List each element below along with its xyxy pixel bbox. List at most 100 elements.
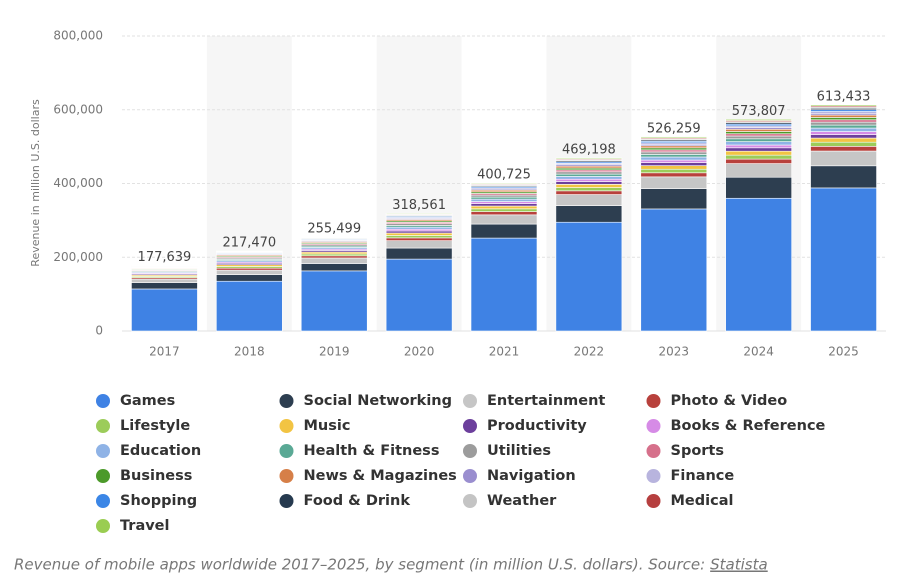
legend-marker xyxy=(646,494,661,508)
bar-segment xyxy=(640,162,708,166)
bar-segment xyxy=(810,127,877,132)
bar-segment xyxy=(640,149,708,153)
bar-segment xyxy=(725,176,792,199)
bar-segment xyxy=(385,213,453,215)
bar-segment xyxy=(725,158,792,164)
legend-label: Navigation xyxy=(487,468,576,484)
legend-marker xyxy=(279,494,294,508)
legend-label: Photo & Video xyxy=(671,393,788,409)
legend-marker xyxy=(463,394,477,408)
x-tick-label: 2023 xyxy=(659,345,690,359)
bar-segment xyxy=(555,184,623,188)
bar-segment xyxy=(725,119,792,121)
bar-segment xyxy=(810,121,877,126)
bar-segment xyxy=(810,119,877,123)
bar-segment xyxy=(555,205,623,223)
bar-segment xyxy=(640,151,708,155)
total-label: 400,725 xyxy=(477,168,531,183)
bar-segment xyxy=(810,150,877,167)
bar-segment xyxy=(555,221,623,332)
legend-label: Games xyxy=(120,393,175,409)
legend-marker xyxy=(463,469,477,483)
bar-segment xyxy=(385,232,453,236)
legend-label: Medical xyxy=(671,493,734,509)
total-label: 217,470 xyxy=(222,235,276,250)
bar-segment xyxy=(300,270,368,332)
legend-label: Productivity xyxy=(487,418,587,434)
bar-segment xyxy=(131,288,198,332)
legend-marker xyxy=(463,494,477,508)
total-label: 255,499 xyxy=(307,221,361,236)
total-label: 613,433 xyxy=(817,89,871,104)
legend-label: Education xyxy=(120,443,201,459)
legend-marker xyxy=(96,519,110,533)
bar-segment xyxy=(470,237,538,332)
bar-segment xyxy=(385,247,453,260)
bar-segment xyxy=(470,211,538,216)
bar-segment xyxy=(470,194,538,198)
legend-label: Health & Fitness xyxy=(304,443,440,459)
bar-segment xyxy=(470,203,538,207)
bar-segment xyxy=(810,134,877,139)
bar-segment xyxy=(555,171,623,175)
legend-label: Social Networking xyxy=(304,393,453,409)
legend-label: Food & Drink xyxy=(304,493,411,509)
bar-segment xyxy=(810,137,877,143)
total-label: 573,807 xyxy=(732,104,786,119)
bar-segment xyxy=(810,146,877,152)
bar-segment xyxy=(640,165,708,170)
legend-label: Business xyxy=(120,468,192,484)
bar-segment xyxy=(640,145,708,149)
legend-label: Weather xyxy=(487,493,557,509)
y-tick-label: 600,000 xyxy=(53,102,103,116)
x-tick-label: 2017 xyxy=(149,345,180,359)
source-link[interactable]: Statista xyxy=(710,556,768,574)
total-label: 318,561 xyxy=(392,198,446,213)
x-tick-label: 2021 xyxy=(489,345,520,359)
legend-marker xyxy=(463,419,477,433)
total-label: 469,198 xyxy=(562,142,616,157)
x-tick-label: 2020 xyxy=(404,345,435,359)
bar-segment xyxy=(810,117,877,121)
bar-segment xyxy=(216,269,283,275)
legend-marker xyxy=(646,394,661,408)
x-tick-label: 2024 xyxy=(743,345,774,359)
bar-segment xyxy=(385,235,453,239)
bar-segment xyxy=(725,138,792,142)
y-tick-label: 0 xyxy=(95,324,103,338)
bar-segment xyxy=(131,282,198,290)
bar-segment xyxy=(725,135,792,140)
y-tick-label: 800,000 xyxy=(53,29,103,43)
bar-segment xyxy=(555,157,623,160)
caption: Revenue of mobile apps worldwide 2017–20… xyxy=(14,556,705,574)
legend-label: Finance xyxy=(671,468,735,484)
legend-marker xyxy=(279,419,294,433)
bar-segment xyxy=(640,159,708,163)
bar-segment xyxy=(810,141,877,147)
bar-segment xyxy=(725,133,792,137)
bar-segment xyxy=(470,196,538,200)
bar-segment xyxy=(385,237,453,241)
bar-segment xyxy=(555,173,623,177)
legend-marker xyxy=(646,469,661,483)
bar-segment xyxy=(725,128,792,132)
bar-segment xyxy=(470,214,538,225)
bar-segment xyxy=(640,176,708,189)
bar-segment xyxy=(725,150,792,156)
legend-marker xyxy=(463,444,477,458)
bar-segment xyxy=(640,136,708,139)
legend-marker xyxy=(96,469,110,483)
legend-label: Lifestyle xyxy=(120,418,190,434)
bar-segment xyxy=(555,176,623,180)
bar-segment xyxy=(216,274,283,282)
x-tick-label: 2018 xyxy=(234,345,265,359)
bar-segment xyxy=(725,154,792,160)
legend-label: Shopping xyxy=(120,493,197,509)
legend-marker xyxy=(646,444,661,458)
bar-segment xyxy=(725,141,792,146)
bar-segment xyxy=(555,187,623,192)
bar-segment xyxy=(555,194,623,206)
bar-segment xyxy=(640,188,708,210)
bar-segment xyxy=(810,131,877,135)
bar-segment xyxy=(725,147,792,152)
